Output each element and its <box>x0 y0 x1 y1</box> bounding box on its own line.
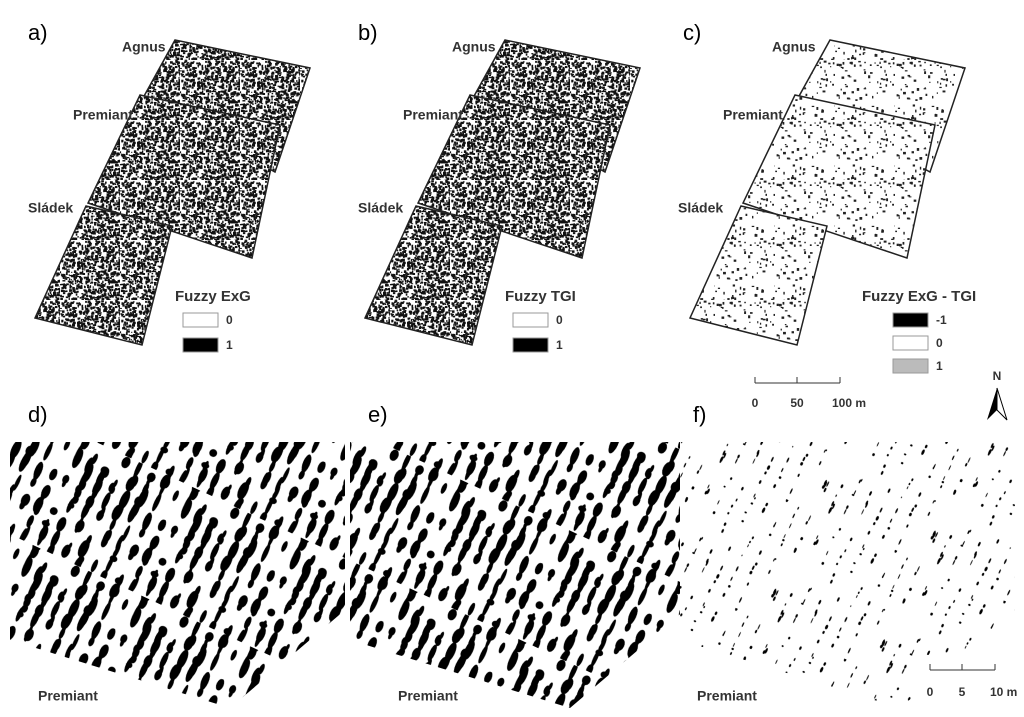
legend-label: -1 <box>936 313 947 327</box>
scale-bar: 0 50 100 m <box>752 377 866 410</box>
scale-label: 100 m <box>832 396 866 410</box>
legend-swatch <box>893 313 928 327</box>
field-label: Premiant <box>73 107 133 123</box>
legend-swatch <box>513 338 548 352</box>
field-label: Sládek <box>28 200 73 216</box>
field-polygon <box>35 206 172 345</box>
north-arrow: N <box>987 369 1007 420</box>
field-label: Agnus <box>122 39 166 55</box>
crop-rows <box>350 442 685 708</box>
north-label: N <box>993 369 1002 383</box>
detail-panel: d) Premiant <box>10 402 345 708</box>
legend-label: 0 <box>936 336 943 350</box>
scale-label: 10 m <box>990 685 1017 699</box>
figure: a) Agnus Premiant Sládek Fuzzy ExG 0 1 b) Agnus P… <box>0 0 1024 717</box>
legend-label: 1 <box>936 359 943 373</box>
legend-label: 0 <box>226 313 233 327</box>
legend-label: 1 <box>556 338 563 352</box>
field-label: Premiant <box>398 688 458 704</box>
scale-label: 0 <box>752 396 759 410</box>
crop-rows <box>10 442 345 708</box>
field-label: Agnus <box>772 39 816 55</box>
scale-label: 0 <box>927 685 934 699</box>
legend-title: Fuzzy TGI <box>505 288 576 305</box>
field-label: Sládek <box>678 200 723 216</box>
map-panel: c) Agnus Premiant Sládek Fuzzy ExG - TGI -1 0 1 <box>678 20 976 373</box>
panel-letter: a) <box>28 20 48 45</box>
detail-panel: e) Premiant <box>350 402 685 708</box>
legend-swatch <box>893 336 928 350</box>
scale-label: 5 <box>959 685 966 699</box>
legend-title: Fuzzy ExG - TGI <box>862 288 976 305</box>
panel-letter: b) <box>358 20 378 45</box>
legend-label: 1 <box>226 338 233 352</box>
legend-swatch <box>513 313 548 327</box>
map-panel: a) Agnus Premiant Sládek Fuzzy ExG 0 1 <box>28 20 310 352</box>
field-label: Premiant <box>38 688 98 704</box>
field-polygon <box>690 206 827 345</box>
legend-label: 0 <box>556 313 563 327</box>
panel-letter: e) <box>368 402 388 427</box>
scale-label: 50 <box>790 396 804 410</box>
map-panel: b) Agnus Premiant Sládek Fuzzy TGI 0 1 <box>358 20 640 352</box>
field-label: Sládek <box>358 200 403 216</box>
field-label: Agnus <box>452 39 496 55</box>
field-polygon <box>365 206 502 345</box>
field-label: Premiant <box>403 107 463 123</box>
legend-swatch <box>183 313 218 327</box>
panel-letter: f) <box>693 402 706 427</box>
field-label: Premiant <box>697 688 757 704</box>
panel-letter: d) <box>28 402 48 427</box>
scale-bar: 0 5 10 m <box>918 655 1018 705</box>
field-label: Premiant <box>723 107 783 123</box>
legend-swatch <box>893 359 928 373</box>
legend-title: Fuzzy ExG <box>175 288 251 305</box>
legend-swatch <box>183 338 218 352</box>
panel-letter: c) <box>683 20 701 45</box>
